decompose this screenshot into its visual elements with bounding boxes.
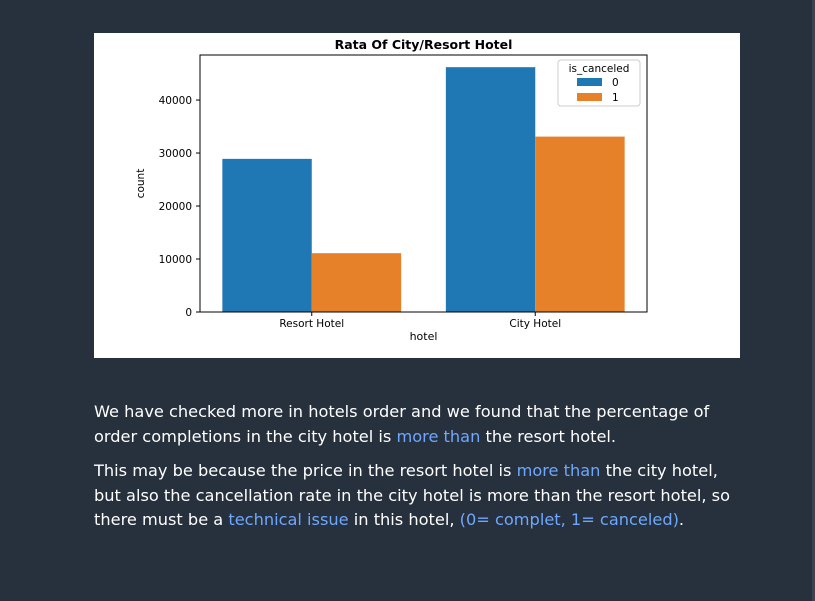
legend-label: 1 (612, 92, 619, 104)
highlighted-text: (0= complet, 1= canceled) (459, 510, 679, 529)
bar-0-city-hotel (445, 67, 536, 313)
y-tick-label: 40000 (159, 95, 192, 107)
bar-1-resort-hotel (311, 253, 402, 312)
x-tick-label: Resort Hotel (279, 318, 344, 330)
y-tick-label: 20000 (159, 201, 192, 213)
y-tick-label: 0 (185, 307, 192, 319)
highlighted-text: technical issue (228, 510, 349, 529)
paragraph-1: We have checked more in hotels order and… (94, 400, 734, 449)
text-segment: in this hotel, (348, 510, 460, 529)
x-tick-label: City Hotel (509, 318, 561, 330)
y-axis-label: count (135, 169, 147, 199)
legend-swatch-0 (577, 78, 602, 86)
bar-0-resort-hotel (222, 158, 312, 312)
text-segment: the resort hotel. (480, 426, 617, 446)
text-segment: This may be because the price in the res… (94, 461, 517, 480)
legend-label: 0 (612, 77, 619, 89)
paragraph-2: This may be because the price in the res… (94, 459, 734, 533)
plot-frame (199, 54, 648, 313)
chart-card: Rata Of City/Resort Hotel 0 10000 20000 3000… (94, 33, 740, 358)
legend-title: is_canceled (569, 63, 630, 75)
window-edge (812, 0, 815, 601)
highlighted-text: more than (516, 461, 601, 480)
text-segment: . (678, 510, 685, 529)
y-tick-label: 10000 (159, 254, 192, 266)
y-tick-label: 30000 (159, 148, 192, 160)
bar-1-city-hotel (535, 136, 625, 312)
text-segment: the city hotel, but also the cancellatio… (94, 461, 730, 529)
legend-swatch-1 (577, 93, 602, 101)
chart-title: Rata Of City/Resort Hotel (335, 37, 513, 52)
text-segment: We have checked more in hotels order and… (94, 402, 710, 446)
description-text: We have checked more in hotels order and… (94, 400, 734, 543)
highlighted-text: more than (396, 426, 481, 446)
x-axis-label: hotel (410, 330, 438, 343)
bar-chart: Rata Of City/Resort Hotel 0 10000 20000 3000… (135, 37, 648, 343)
